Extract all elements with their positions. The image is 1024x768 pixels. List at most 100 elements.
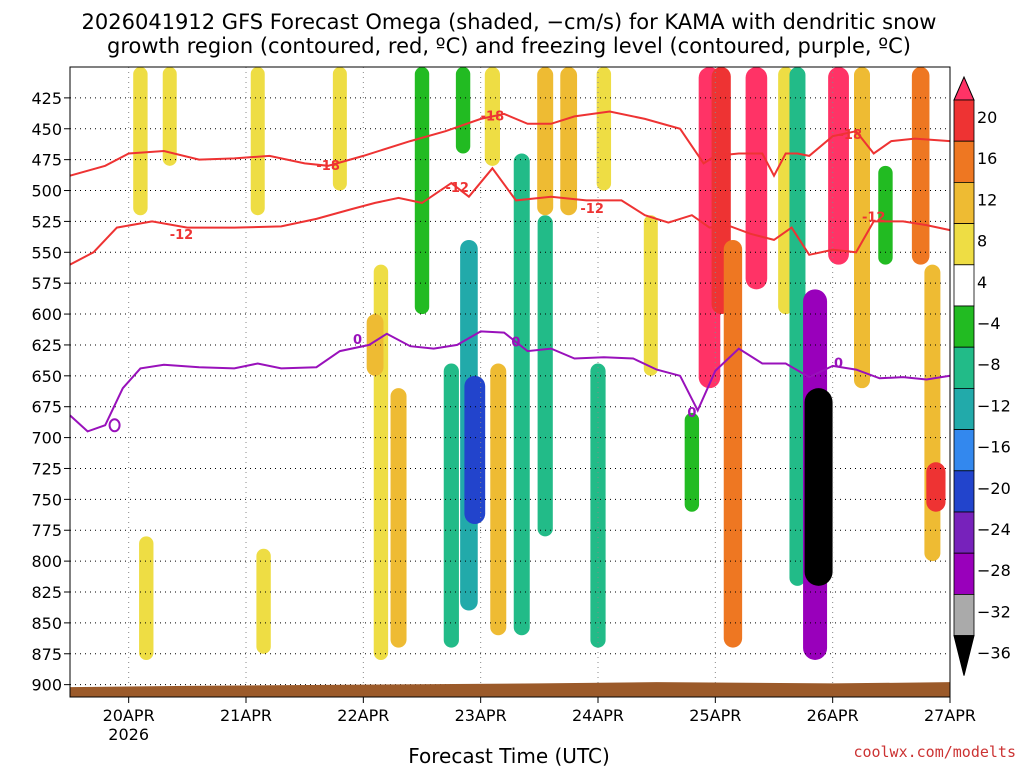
- y-tick-label-775: 775: [31, 521, 62, 540]
- colorbar-swatch-0: [953, 75, 975, 101]
- colorbar-swatch-14: [953, 635, 975, 676]
- x-tick-label-23apr: 23APR: [455, 706, 507, 725]
- contour-label-4: -12: [445, 181, 469, 196]
- omega-shade-cell-28: [745, 67, 768, 290]
- contour-label-6: -12: [862, 211, 886, 226]
- contour-label-10: 0: [834, 356, 843, 371]
- x-tick-label-24apr: 24APR: [572, 706, 624, 725]
- colorbar-swatch-3: [953, 181, 975, 224]
- colorbar-swatch-9: [953, 429, 975, 472]
- y-tick-label-650: 650: [31, 367, 62, 386]
- colorbar-swatch-13: [953, 594, 975, 637]
- colorbar-swatch-11: [953, 511, 975, 554]
- omega-shade-cell-6: [332, 67, 347, 191]
- x-tick-label-26apr: 26APR: [807, 706, 859, 725]
- omega-shade-cell-23: [643, 215, 658, 376]
- contour-label-9: 0: [687, 406, 696, 421]
- omega-shade-cell-20: [560, 67, 578, 216]
- colorbar-label-2: 12: [977, 190, 997, 209]
- contour-label-3: -12: [170, 228, 194, 243]
- credit-text[interactable]: coolwx.com/modelts: [853, 743, 1016, 761]
- contour-label-5: -12: [580, 202, 604, 217]
- omega-shade-cell-38: [926, 462, 946, 512]
- freezing-level-small-loop: [108, 418, 121, 433]
- temperature-contours: -18 -18 -18 -12 -12 -12 -12 0 0 0 0: [69, 109, 951, 433]
- y-tick-label-850: 850: [31, 614, 62, 633]
- omega-shade-cell-9: [390, 388, 407, 648]
- y-tick-label-675: 675: [31, 398, 62, 417]
- omega-shade-cell-32: [804, 388, 833, 586]
- omega-shade-cell-14: [464, 375, 486, 525]
- colorbar-swatch-8: [953, 387, 975, 430]
- omega-shade-cell-16: [490, 363, 507, 636]
- colorbar-label-0: 20: [977, 108, 997, 127]
- colorbar-label-10: −24: [977, 520, 1011, 539]
- colorbar-label-7: −12: [977, 396, 1011, 415]
- x-tick-label-27apr: 27APR: [924, 706, 976, 725]
- x-tick-label-22apr: 22APR: [337, 706, 389, 725]
- omega-shade-cell-33: [828, 67, 849, 265]
- omega-shade-cell-0: [86, 67, 101, 265]
- colorbar-swatch-1: [953, 99, 975, 142]
- x-tick-label-20apr: 20APR: [103, 706, 155, 725]
- omega-shade-cell-4: [250, 67, 265, 216]
- colorbar-swatch-6: [953, 305, 975, 348]
- omega-shade-cell-35: [878, 165, 893, 265]
- y-tick-label-900: 900: [31, 676, 62, 695]
- colorbar-label-9: −20: [977, 479, 1011, 498]
- x-tick-year: 2026: [108, 725, 149, 744]
- y-tick-label-450: 450: [31, 120, 62, 139]
- omega-shade-cell-22: [596, 67, 612, 191]
- omega-shade-cell-11: [443, 363, 459, 648]
- omega-shade-cell-12: [455, 67, 471, 154]
- omega-shade-cell-27: [723, 239, 743, 648]
- y-tick-label-875: 875: [31, 645, 62, 664]
- chart-title-line2: growth region (contoured, red, ºC) and f…: [107, 34, 911, 58]
- y-tick-label-600: 600: [31, 305, 62, 324]
- colorbar-swatch-4: [953, 223, 975, 266]
- ground-terrain: [70, 682, 950, 697]
- y-tick-label-525: 525: [31, 212, 62, 231]
- contour-label-1: -18: [481, 109, 505, 124]
- colorbar-swatch-12: [953, 552, 975, 595]
- omega-shade-cell-10: [414, 67, 430, 315]
- y-tick-label-500: 500: [31, 182, 62, 201]
- contour-label-8: 0: [511, 335, 520, 350]
- plot-axes: 425 450 475 500 525 550 575 600 625 650 675 700 725 7…: [31, 66, 976, 744]
- y-tick-label-550: 550: [31, 243, 62, 262]
- colorbar-swatch-10: [953, 470, 975, 513]
- y-tick-label-625: 625: [31, 336, 62, 355]
- x-axis-label: Forecast Time (UTC): [408, 744, 610, 768]
- omega-shade-cell-1: [133, 67, 148, 216]
- freezing-level-contour: [69, 330, 951, 433]
- omega-shade-cell-30: [789, 67, 806, 586]
- omega-shade-cell-36: [911, 67, 930, 265]
- dgz-minus18-contour: [69, 110, 951, 178]
- colorbar-label-13: −36: [977, 644, 1011, 663]
- omega-shade-cell-21: [590, 363, 606, 648]
- contour-label-2: -18: [839, 128, 863, 143]
- colorbar-label-5: −4: [977, 314, 1001, 333]
- y-tick-label-475: 475: [31, 151, 62, 170]
- chart-title-line1: 2026041912 GFS Forecast Omega (shaded, −…: [82, 10, 937, 34]
- colorbar: 20 16 12 8 4 −4 −8 −12 −16 −20 −24 −28 −32 −36: [953, 75, 1011, 676]
- colorbar-label-4: 4: [977, 273, 987, 292]
- x-tick-label-21apr: 21APR: [220, 706, 272, 725]
- y-tick-label-575: 575: [31, 274, 62, 293]
- y-tick-label-425: 425: [31, 89, 62, 108]
- x-tick-label-25apr: 25APR: [689, 706, 741, 725]
- omega-shade-cell-24: [684, 412, 700, 512]
- colorbar-label-1: 16: [977, 149, 997, 168]
- omega-shade-cell-34: [854, 67, 870, 389]
- omega-shade-cell-3: [139, 536, 154, 660]
- omega-shade-cell-2: [162, 67, 177, 166]
- colorbar-label-11: −28: [977, 561, 1011, 580]
- contour-label-7: 0: [353, 333, 362, 348]
- colorbar-swatch-2: [953, 140, 975, 183]
- colorbar-label-12: −32: [977, 602, 1011, 621]
- y-tick-label-700: 700: [31, 429, 62, 448]
- omega-shade-cell-5: [256, 548, 271, 654]
- y-tick-label-800: 800: [31, 552, 62, 571]
- omega-shade-cell-37: [924, 264, 941, 562]
